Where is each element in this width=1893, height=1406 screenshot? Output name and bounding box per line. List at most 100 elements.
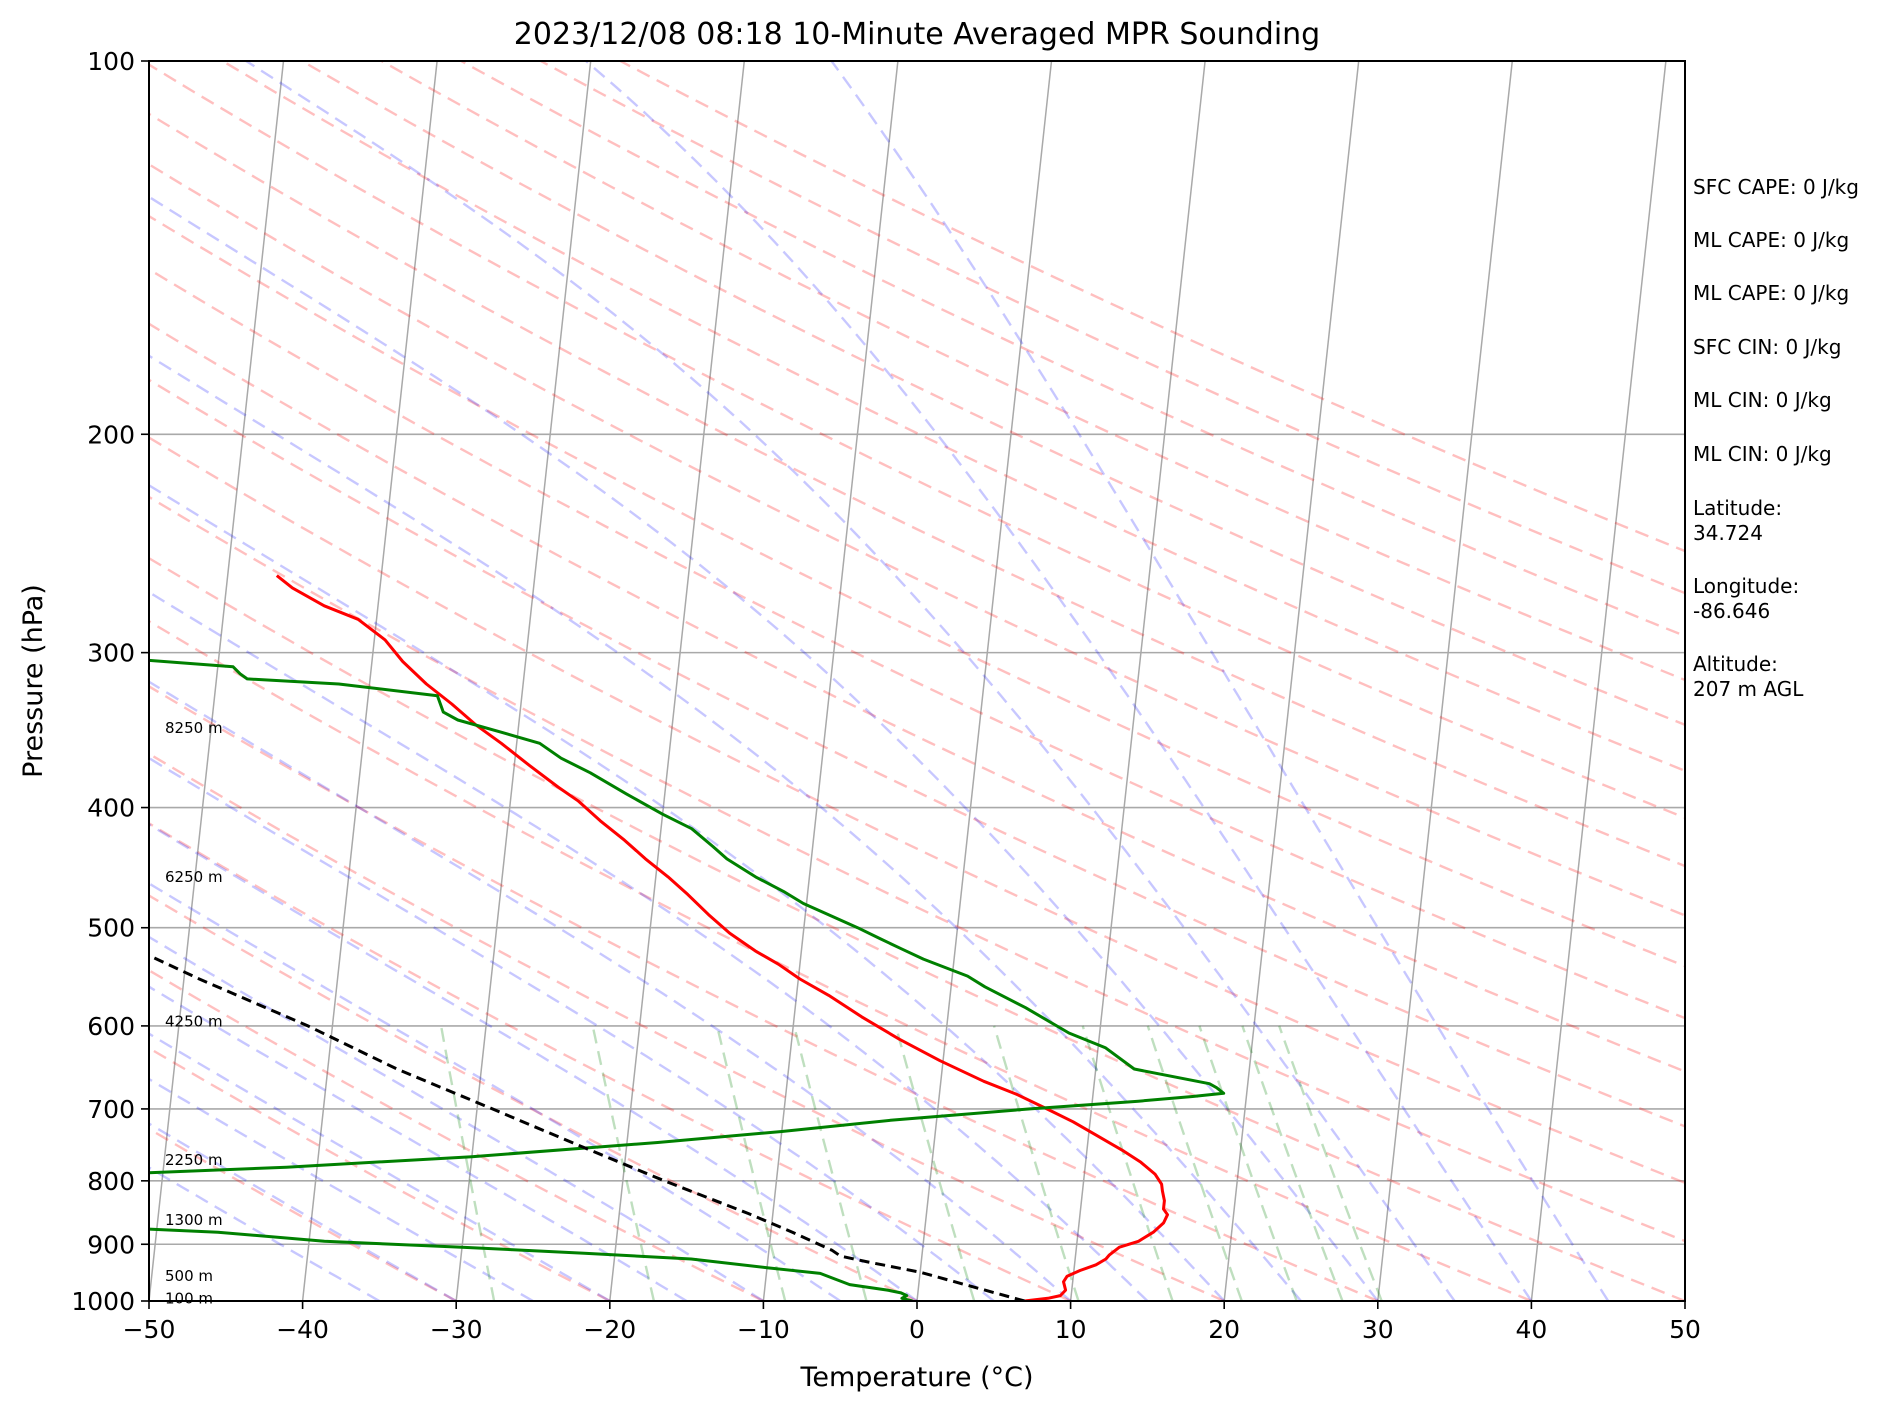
moist-adiabat-line: [830, 61, 1610, 1301]
x-tick-label: −30: [430, 1315, 483, 1344]
x-tick-label: 40: [1515, 1315, 1547, 1344]
mixing-ratio-line: [1081, 1025, 1174, 1301]
info-line: ML CIN: 0 J/kg: [1693, 442, 1832, 466]
x-tick-label: 30: [1362, 1315, 1394, 1344]
info-line: ML CAPE: 0 J/kg: [1693, 228, 1850, 252]
height-label: 100 m: [165, 1289, 213, 1307]
dry-adiabat-line: [149, 112, 1685, 868]
mixing-ratio-line: [992, 1025, 1080, 1301]
x-tick-label: −20: [583, 1315, 636, 1344]
y-tick-label: 300: [87, 639, 135, 668]
dry-adiabat-line: [149, 968, 764, 1301]
y-tick-label: 1000: [71, 1287, 135, 1316]
y-axis-label: Pressure (hPa): [18, 584, 49, 778]
moist-adiabat-line: [149, 483, 1226, 1301]
mixing-ratio-line: [439, 1025, 496, 1301]
y-tick-label: 200: [87, 420, 135, 449]
info-line: Altitude: 207 m AGL: [1693, 652, 1804, 701]
moist-adiabat-line: [149, 1122, 457, 1301]
info-line: ML CIN: 0 J/kg: [1693, 388, 1832, 412]
info-line: SFC CAPE: 0 J/kg: [1693, 175, 1859, 199]
isotherm-line: [1530, 61, 1667, 1301]
dry-adiabat-line: [149, 378, 1685, 1128]
x-tick-label: 50: [1669, 1315, 1701, 1344]
x-axis-label: Temperature (°C): [799, 1362, 1033, 1393]
x-tick-label: −50: [123, 1315, 176, 1344]
y-tick-label: 500: [87, 914, 135, 943]
dry-adiabat-line: [149, 619, 1532, 1301]
isotherm-line: [1377, 61, 1514, 1301]
reference-lines: [149, 61, 1685, 1301]
moist-adiabat-line: [149, 1032, 611, 1301]
height-label: 8250 m: [165, 719, 223, 737]
moist-adiabat-line: [245, 61, 1456, 1301]
info-line: ML CAPE: 0 J/kg: [1693, 281, 1850, 305]
moist-adiabat-line: [149, 354, 1302, 1301]
moist-adiabat-line: [149, 756, 995, 1301]
isotherm-line: [609, 61, 746, 1301]
parcel-profile-line: [149, 953, 1025, 1301]
plot-frame: [148, 60, 1686, 1302]
height-labels: 8250 m 6250 m 4250 m 2250 m 1300 m 500 m 100 m: [165, 719, 223, 1307]
temperature-profile-line: [275, 574, 1169, 1301]
height-label: 2250 m: [165, 1151, 223, 1169]
isotherm-line: [149, 61, 285, 1301]
dry-adiabat-line: [149, 821, 1072, 1301]
dry-adiabat-line: [540, 61, 1685, 595]
x-tick-label: 20: [1208, 1315, 1240, 1344]
moist-adiabat-line: [149, 195, 1379, 1301]
mixing-ratio-line: [715, 1025, 787, 1301]
info-line: Latitude: 34.724: [1693, 496, 1783, 545]
height-label: 4250 m: [165, 1012, 223, 1030]
moist-adiabat-line: [149, 590, 1149, 1301]
mixing-ratio-line: [591, 1025, 656, 1301]
dry-adiabat-line: [149, 556, 1685, 1301]
mixing-ratio-line: [1146, 1025, 1243, 1301]
isotherm-line: [301, 61, 438, 1301]
dry-adiabat-line: [149, 267, 1685, 1020]
info-line: SFC CIN: 0 J/kg: [1693, 335, 1842, 359]
moist-adiabat-line: [149, 823, 918, 1301]
height-label: 500 m: [165, 1267, 213, 1285]
dry-adiabat-line: [149, 436, 1685, 1185]
moist-adiabat-line: [149, 935, 765, 1301]
x-axis-ticks: −50 −40 −30 −20 −10 0 10 20 30 40 50: [123, 1301, 1701, 1344]
moist-adiabat-line: [149, 985, 688, 1301]
dry-adiabat-line: [221, 61, 1685, 773]
dry-adiabat-line: [149, 894, 918, 1301]
dry-adiabat-line: [460, 61, 1685, 638]
y-tick-label: 800: [87, 1167, 135, 1196]
y-tick-label: 900: [87, 1230, 135, 1259]
moist-adiabat-line: [149, 1077, 534, 1301]
dewpoint-profile-line: [149, 658, 1226, 1301]
dry-adiabat-line: [149, 685, 1379, 1301]
isotherm-line: [1069, 61, 1206, 1301]
height-label: 6250 m: [165, 868, 223, 886]
dry-adiabat-line: [381, 61, 1685, 682]
chart-title: 2023/12/08 08:18 10-Minute Averaged MPR …: [514, 17, 1320, 52]
x-tick-label: −10: [737, 1315, 790, 1344]
moist-adiabat-line: [149, 680, 1072, 1301]
y-tick-label: 600: [87, 1012, 135, 1041]
mixing-ratio-line: [1241, 1025, 1344, 1301]
moist-adiabat-line: [585, 61, 1533, 1301]
mixing-ratio-line: [1198, 1025, 1298, 1301]
isotherm-line: [1223, 61, 1360, 1301]
dry-adiabat-line: [149, 162, 1685, 917]
x-tick-label: 0: [909, 1315, 925, 1344]
dry-adiabat-line: [619, 61, 1685, 553]
moist-adiabat-line: [149, 1166, 380, 1301]
dry-adiabat-line: [149, 214, 1685, 968]
y-tick-label: 100: [87, 47, 135, 76]
x-tick-label: −40: [276, 1315, 329, 1344]
y-tick-label: 400: [87, 794, 135, 823]
mixing-ratio-line: [1278, 1025, 1383, 1301]
dry-adiabat-line: [149, 752, 1225, 1301]
x-tick-label: 10: [1055, 1315, 1087, 1344]
info-line: Longitude: -86.646: [1693, 574, 1800, 623]
height-label: 1300 m: [165, 1211, 223, 1229]
isotherm-line: [762, 61, 899, 1301]
moist-adiabat-line: [149, 882, 841, 1301]
isotherm-line: [916, 61, 1053, 1301]
mixing-ratio-line: [894, 1025, 976, 1301]
